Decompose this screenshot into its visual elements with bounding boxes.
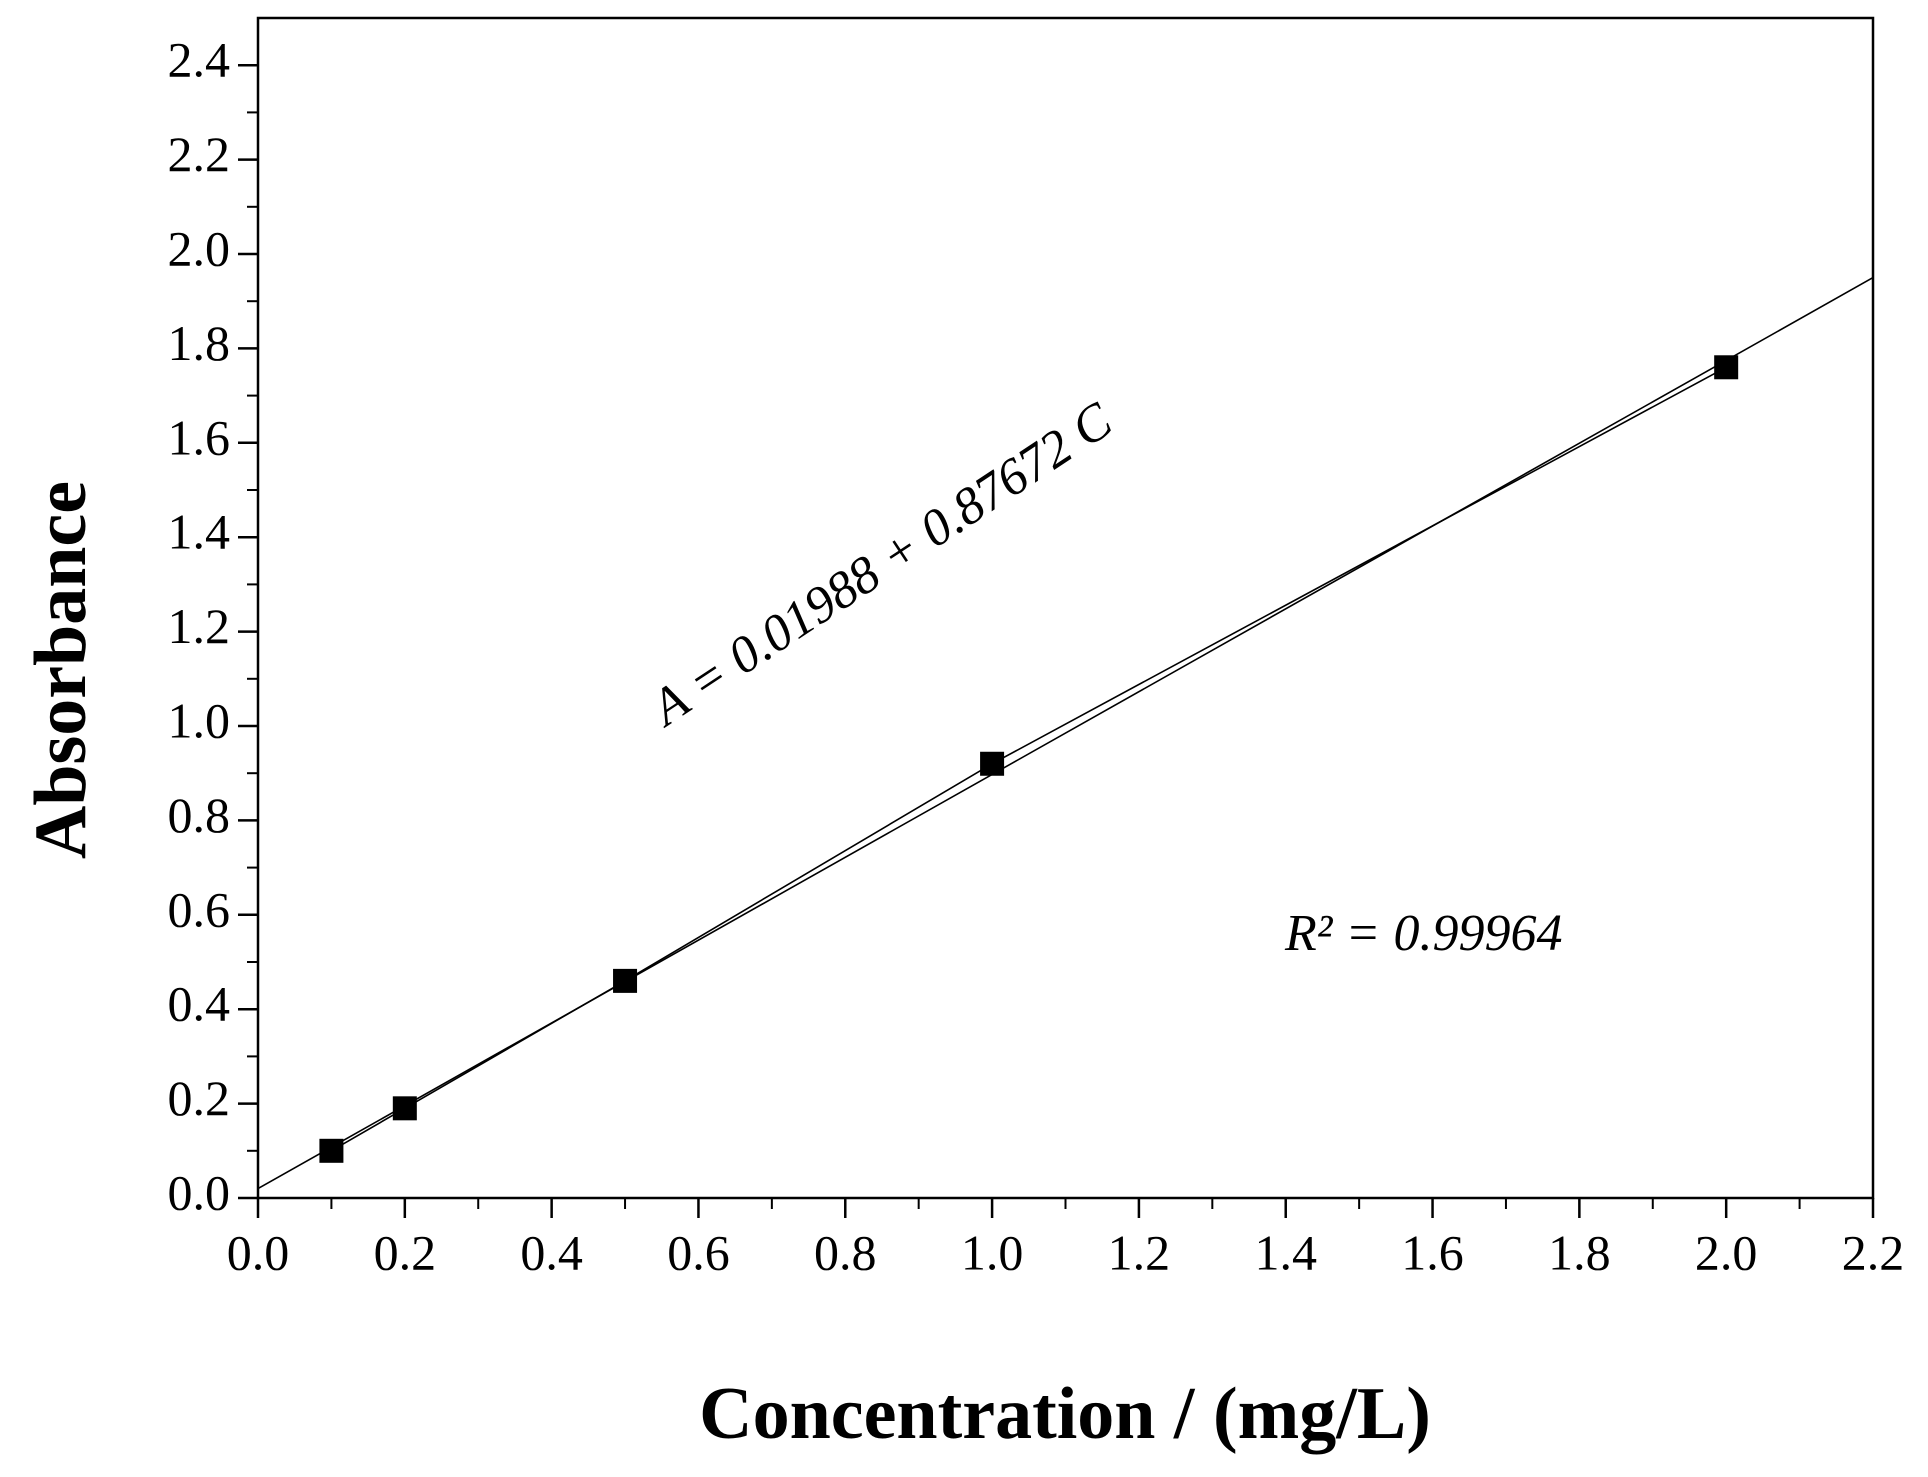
x-tick-label: 1.2	[1108, 1224, 1171, 1280]
x-tick-label: 0.4	[520, 1224, 583, 1280]
y-axis-title: Absorbance	[20, 481, 102, 859]
y-tick-label: 2.2	[168, 126, 231, 182]
r-squared-annotation: R² = 0.99964	[1284, 905, 1562, 962]
y-tick-label: 1.8	[168, 315, 231, 371]
data-point	[392, 1096, 417, 1121]
x-tick-label: 2.0	[1695, 1224, 1758, 1280]
y-tick-label: 0.8	[168, 787, 231, 843]
plot-frame	[256, 16, 1875, 1200]
x-tick-label: 1.8	[1548, 1224, 1611, 1280]
x-axis-title: Concentration / (mg/L)	[699, 1373, 1431, 1455]
y-tick-label: 1.2	[168, 598, 231, 654]
data-point	[1714, 355, 1739, 380]
y-tick-label: 2.0	[168, 220, 231, 276]
x-tick-label: 1.4	[1254, 1224, 1317, 1280]
y-tick-label: 0.0	[168, 1164, 231, 1220]
x-tick-label: 1.6	[1401, 1224, 1464, 1280]
y-tick-label: 1.0	[168, 692, 231, 748]
x-tick-label: 0.0	[227, 1224, 290, 1280]
y-tick-label: 1.4	[168, 504, 231, 560]
x-tick-label: 1.0	[961, 1224, 1024, 1280]
x-tick-label: 0.6	[667, 1224, 730, 1280]
y-tick-label: 2.4	[168, 32, 231, 88]
y-tick-label: 0.2	[168, 1070, 231, 1126]
series-line	[257, 276, 1874, 1190]
equation-annotation: A = 0.01988 + 0.87672 C	[639, 391, 1123, 738]
x-tick-label: 0.8	[814, 1224, 877, 1280]
y-tick-label: 0.4	[168, 976, 231, 1032]
x-tick-label: 0.2	[374, 1224, 437, 1280]
data-point	[980, 751, 1005, 776]
y-tick-label: 1.6	[168, 409, 231, 465]
x-tick-label: 2.2	[1842, 1224, 1905, 1280]
y-tick-label: 0.6	[168, 881, 231, 937]
